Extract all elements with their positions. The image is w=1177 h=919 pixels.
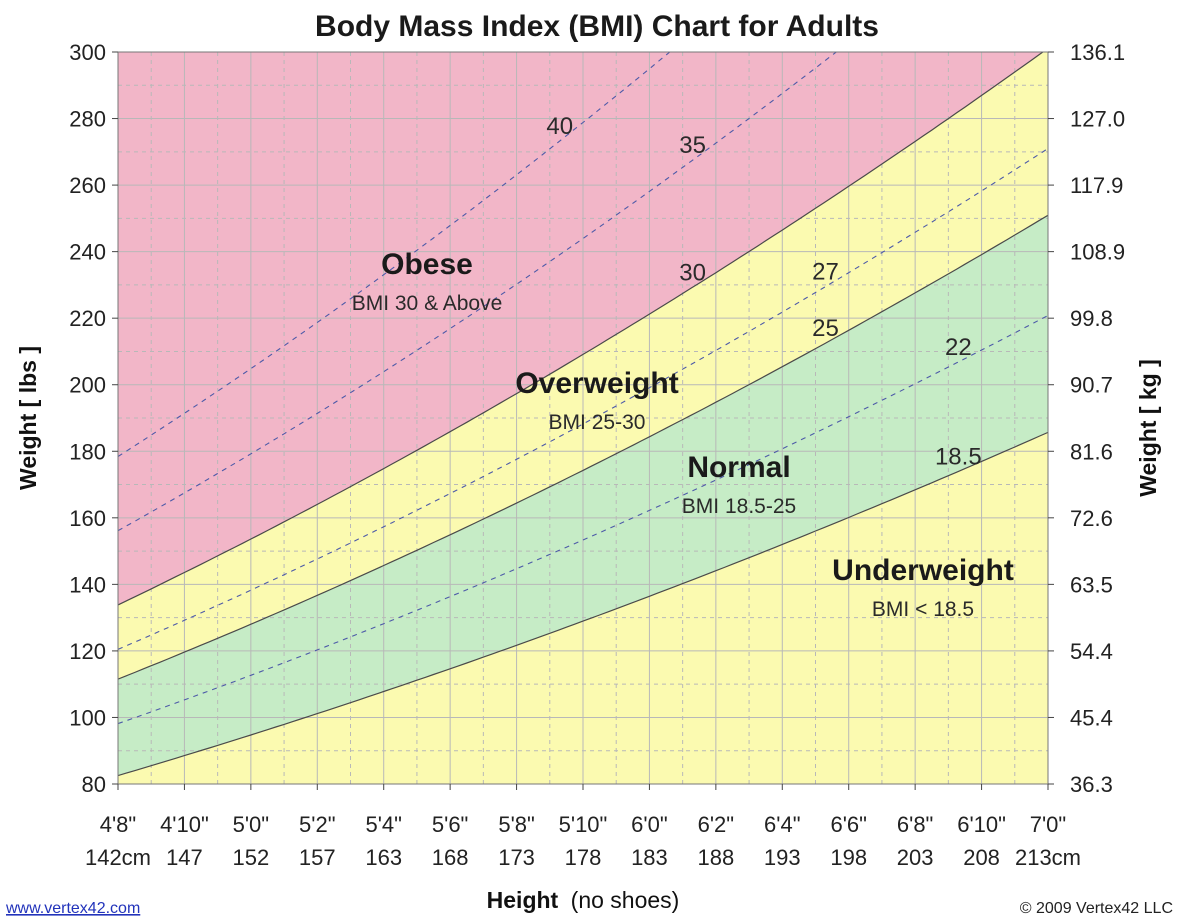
x-tick-label-ft: 6'10" — [957, 812, 1006, 837]
x-tick-label-ft: 5'0" — [233, 812, 269, 837]
x-axis-ticks: 4'8" 142cm 4'10" 147 5'0" 152 5'2" 157 5'4" 163 5'… — [85, 784, 1081, 870]
y-left-tick-label: 300 — [69, 40, 106, 65]
y-left-tick-label: 260 — [69, 173, 106, 198]
x-tick-label-cm: 203 — [897, 845, 934, 870]
x-tick-label-ft: 5'4" — [365, 812, 401, 837]
y-right-tick-label: 117.9 — [1070, 173, 1123, 198]
grid-lines — [118, 52, 1048, 784]
y-left-tick-label: 80 — [82, 772, 106, 797]
curve-label-30: 30 — [679, 259, 706, 286]
y-right-tick-label: 127.0 — [1070, 107, 1125, 132]
plot-area — [117, 51, 1049, 785]
y-left-tick-label: 180 — [69, 439, 106, 464]
x-axis-title-note: (no shoes) — [571, 887, 680, 913]
x-tick-label-cm: 142cm — [85, 845, 151, 870]
x-tick-label-cm: 168 — [432, 845, 469, 870]
x-tick-label-cm: 208 — [963, 845, 1000, 870]
zone-range-overweight: BMI 25-30 — [549, 411, 646, 434]
curve-label-35: 35 — [679, 132, 706, 159]
zone-area-underweight — [118, 432, 1048, 784]
zone-label-normal: Normal — [687, 451, 790, 484]
y-right-tick-label: 99.8 — [1070, 306, 1113, 331]
zone-labels: Obese BMI 30 & Above Overweight BMI 25-3… — [352, 248, 1014, 621]
y-left-tick-label: 240 — [69, 240, 106, 265]
y-left-tick-label: 280 — [69, 107, 106, 132]
curve-label-27: 27 — [812, 259, 839, 286]
x-tick-label-cm: 178 — [565, 845, 602, 870]
x-tick-label-cm: 183 — [631, 845, 668, 870]
y-right-tick-label: 81.6 — [1070, 439, 1113, 464]
x-tick-label-ft: 6'4" — [764, 812, 800, 837]
y-left-tick-label: 200 — [69, 373, 106, 398]
chart-title: Body Mass Index (BMI) Chart for Adults — [315, 10, 879, 43]
bmi-curves — [118, 52, 1048, 777]
x-tick-label-ft: 4'8" — [100, 812, 136, 837]
x-axis-title-main: Height — [487, 887, 559, 913]
y-right-tick-label: 63.5 — [1070, 572, 1113, 597]
x-tick-label-ft: 5'8" — [498, 812, 534, 837]
x-tick-label-ft: 6'8" — [897, 812, 933, 837]
curve-labels: 40 35 30 27 25 22 18.5 — [546, 113, 981, 470]
x-tick-label-ft: 5'2" — [299, 812, 335, 837]
x-tick-label-cm: 193 — [764, 845, 801, 870]
curve-label-22: 22 — [945, 334, 972, 361]
x-tick-label-cm: 213cm — [1015, 845, 1081, 870]
zone-range-normal: BMI 18.5-25 — [682, 495, 796, 518]
x-tick-label-ft: 5'6" — [432, 812, 468, 837]
y-right-tick-label: 136.1 — [1070, 40, 1125, 65]
x-tick-label-cm: 198 — [830, 845, 867, 870]
bmi-curve-18-5 — [118, 431, 1048, 777]
curve-label-18-5: 18.5 — [935, 443, 982, 470]
y-right-tick-label: 54.4 — [1070, 639, 1113, 664]
y-axis-right-title: Weight [ kg ] — [1135, 359, 1161, 497]
copyright-text: © 2009 Vertex42 LLC — [1020, 900, 1173, 917]
x-tick-label-cm: 152 — [232, 845, 269, 870]
x-tick-label-cm: 157 — [299, 845, 336, 870]
y-axis-left-ticks: 80 100 120 140 160 180 200 220 240 260 280 300 — [69, 40, 118, 797]
zone-label-obese: Obese — [381, 248, 473, 281]
zone-label-underweight: Underweight — [832, 554, 1014, 587]
zone-label-overweight: Overweight — [515, 367, 678, 400]
bmi-dashed-curve-40 — [118, 52, 671, 457]
y-right-tick-label: 72.6 — [1070, 506, 1113, 531]
x-tick-label-ft: 4'10" — [160, 812, 209, 837]
y-left-tick-label: 120 — [69, 639, 106, 664]
y-left-tick-label: 140 — [69, 572, 106, 597]
curve-label-40: 40 — [546, 113, 573, 140]
website-link[interactable]: www.vertex42.com — [5, 900, 140, 917]
y-left-tick-label: 220 — [69, 306, 106, 331]
x-tick-label-cm: 147 — [166, 845, 203, 870]
y-right-tick-label: 90.7 — [1070, 373, 1113, 398]
bmi-curve-30 — [118, 52, 1044, 606]
zone-range-obese: BMI 30 & Above — [352, 292, 503, 315]
x-tick-label-ft: 6'6" — [830, 812, 866, 837]
y-axis-left-title: Weight [ lbs ] — [15, 346, 41, 490]
y-axis-right-ticks: 36.3 45.4 54.4 63.5 72.6 81.6 90.7 99.8 108.9 117… — [1048, 40, 1125, 797]
x-tick-label-ft: 7'0" — [1030, 812, 1066, 837]
zone-range-underweight: BMI < 18.5 — [872, 598, 974, 621]
x-tick-label-ft: 6'2" — [698, 812, 734, 837]
y-left-tick-label: 100 — [69, 705, 106, 730]
y-right-tick-label: 45.4 — [1070, 705, 1113, 730]
bmi-dashed-curve-27 — [118, 148, 1048, 650]
bmi-curve-25 — [118, 214, 1048, 680]
curve-label-25: 25 — [812, 315, 839, 342]
bmi-dashed-curve-22 — [118, 315, 1048, 725]
x-axis-title: Height (no shoes) — [487, 887, 680, 913]
x-tick-label-cm: 163 — [365, 845, 402, 870]
x-tick-label-cm: 173 — [498, 845, 535, 870]
y-right-tick-label: 108.9 — [1070, 240, 1125, 265]
y-left-tick-label: 160 — [69, 506, 106, 531]
y-right-tick-label: 36.3 — [1070, 772, 1113, 797]
x-tick-label-ft: 6'0" — [631, 812, 667, 837]
x-tick-label-ft: 5'10" — [559, 812, 608, 837]
x-tick-label-cm: 188 — [697, 845, 734, 870]
